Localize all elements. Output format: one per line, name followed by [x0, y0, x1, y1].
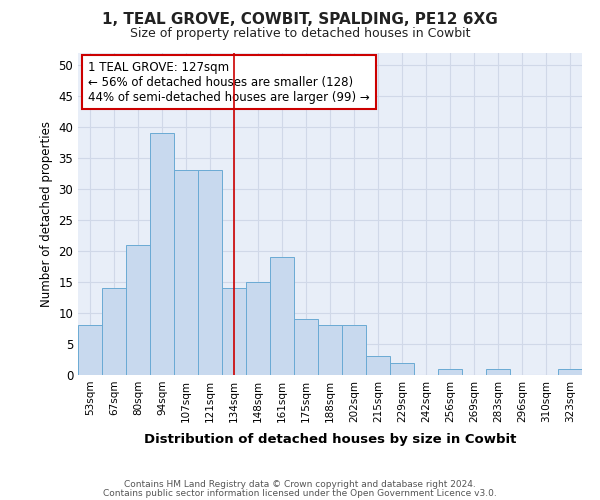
Bar	[486, 369, 510, 375]
Bar	[222, 288, 246, 375]
Bar	[102, 288, 126, 375]
Text: Contains public sector information licensed under the Open Government Licence v3: Contains public sector information licen…	[103, 488, 497, 498]
Bar	[270, 257, 294, 375]
Bar	[342, 326, 366, 375]
Text: Contains HM Land Registry data © Crown copyright and database right 2024.: Contains HM Land Registry data © Crown c…	[124, 480, 476, 489]
Bar	[558, 369, 582, 375]
Text: Size of property relative to detached houses in Cowbit: Size of property relative to detached ho…	[130, 28, 470, 40]
Bar	[438, 369, 462, 375]
Bar	[78, 326, 102, 375]
Y-axis label: Number of detached properties: Number of detached properties	[40, 120, 53, 306]
X-axis label: Distribution of detached houses by size in Cowbit: Distribution of detached houses by size …	[144, 433, 516, 446]
Bar	[126, 245, 150, 375]
Bar	[366, 356, 390, 375]
Text: 1 TEAL GROVE: 127sqm
← 56% of detached houses are smaller (128)
44% of semi-deta: 1 TEAL GROVE: 127sqm ← 56% of detached h…	[88, 60, 370, 104]
Bar	[318, 326, 342, 375]
Bar	[150, 133, 174, 375]
Bar	[294, 319, 318, 375]
Text: 1, TEAL GROVE, COWBIT, SPALDING, PE12 6XG: 1, TEAL GROVE, COWBIT, SPALDING, PE12 6X…	[102, 12, 498, 28]
Bar	[174, 170, 198, 375]
Bar	[390, 362, 414, 375]
Bar	[246, 282, 270, 375]
Bar	[198, 170, 222, 375]
